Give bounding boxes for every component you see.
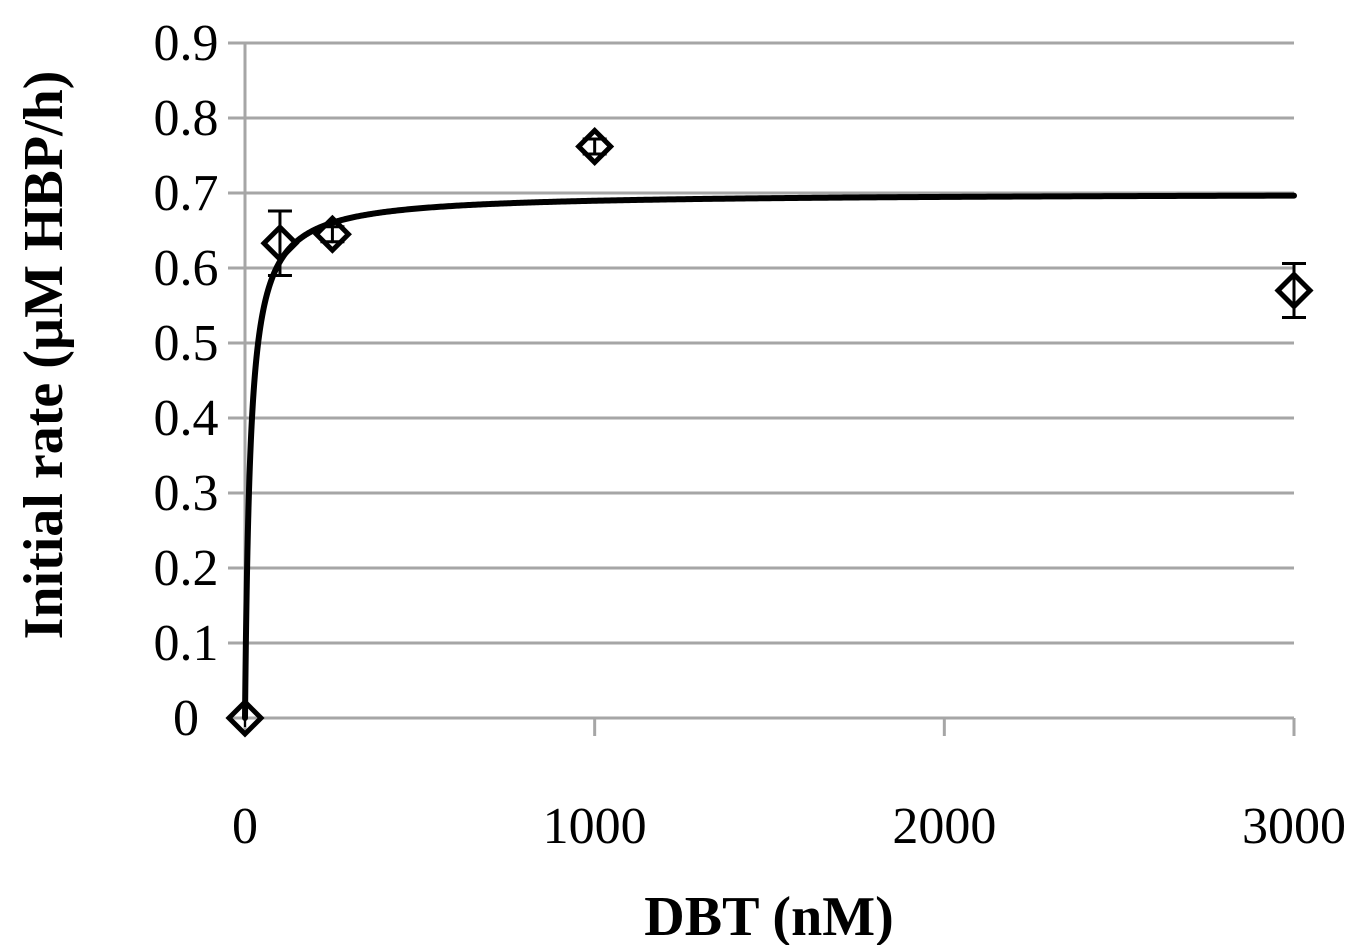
x-axis-title: DBT (nM) (644, 886, 893, 945)
y-axis-title: Initial rate (µM HBP/h) (13, 71, 75, 640)
x-tick-labels: 0 1000 2000 3000 (232, 798, 1346, 855)
data-points (225, 126, 1314, 738)
y-tick-label: 0.9 (154, 15, 219, 72)
error-bars (267, 137, 1306, 319)
x-tick-label: 0 (232, 798, 258, 855)
x-tick-label: 2000 (892, 798, 996, 855)
y-tick-label: 0.3 (154, 465, 219, 522)
y-tick-label: 0.7 (154, 165, 219, 222)
fit-curve-group (242, 192, 1297, 721)
y-tick-labels: 0 0.1 0.2 0.3 0.4 0.5 0.6 0.7 0.8 0.9 (154, 15, 219, 747)
y-tick-label: 0 (173, 690, 199, 747)
y-tick-label: 0.8 (154, 90, 219, 147)
y-tick-label: 0.2 (154, 540, 219, 597)
data-point (260, 223, 300, 263)
data-point (1274, 270, 1314, 311)
y-tick-label: 0.5 (154, 315, 219, 372)
data-point (575, 126, 615, 167)
x-tick-label: 3000 (1242, 798, 1346, 855)
data-point (312, 214, 352, 254)
x-tick-label: 1000 (543, 798, 647, 855)
data-point (225, 698, 265, 738)
y-tick-label: 0.4 (154, 390, 219, 447)
axes (228, 43, 1296, 736)
gridlines (228, 41, 1294, 645)
fit-curve (242, 192, 1297, 721)
y-tick-label: 0.1 (154, 615, 219, 672)
y-tick-label: 0.6 (154, 240, 219, 297)
